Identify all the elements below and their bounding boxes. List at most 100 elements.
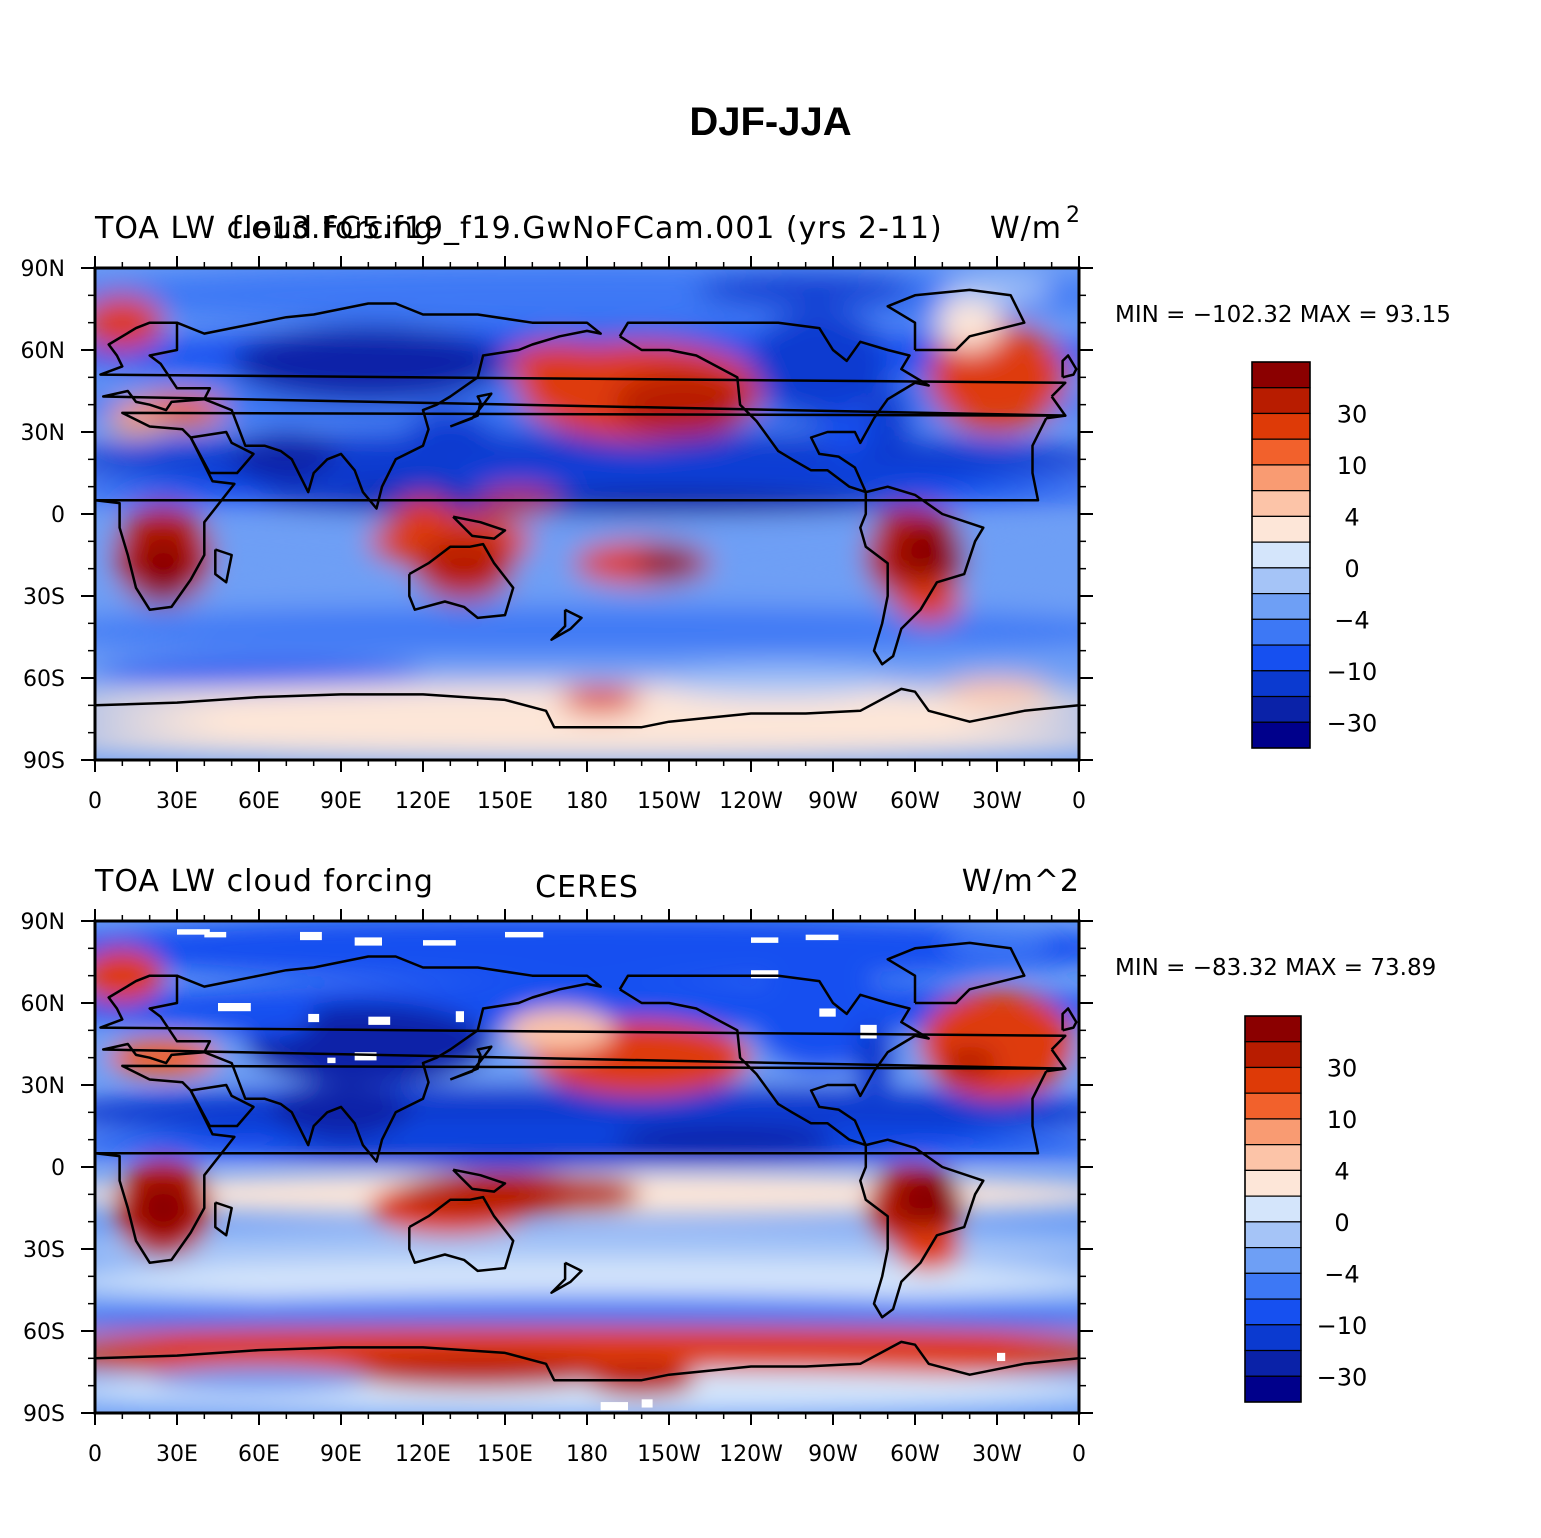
field-patch xyxy=(895,579,962,624)
y-tick-label: 30S xyxy=(23,1238,65,1263)
panel-model-colorbar: 30 10 4 0 −4 −10 −30 xyxy=(1251,361,1378,749)
x-tick-label: 0 xyxy=(88,1442,102,1467)
field-patch xyxy=(865,385,910,452)
colorbar-box xyxy=(1244,1015,1302,1043)
x-tick-label: 120W xyxy=(719,789,783,814)
y-tick-label: 60N xyxy=(21,339,65,364)
missing-data-cell xyxy=(327,1057,336,1064)
panel-model-field xyxy=(95,268,1079,760)
colorbar-box xyxy=(1251,644,1311,672)
y-tick-label: 30N xyxy=(21,421,65,446)
colorbar-box xyxy=(1244,1092,1302,1120)
panel-model-stats: MIN = −102.32 MAX = 93.15 xyxy=(1115,302,1451,328)
coastline xyxy=(95,687,1079,729)
panel-ceres-left-title: TOA LW cloud forcing xyxy=(94,864,434,899)
coastline xyxy=(95,1064,1067,1264)
field-patch xyxy=(95,574,1079,618)
field-patch xyxy=(95,620,1079,654)
coastline xyxy=(859,485,985,666)
colorbar-box xyxy=(1244,1221,1302,1249)
field-patch xyxy=(95,295,164,350)
field-patch xyxy=(505,341,615,386)
field-patch xyxy=(942,1046,998,1080)
field-patch xyxy=(409,410,492,454)
coastline xyxy=(452,515,507,540)
colorbar-label: 30 xyxy=(1337,400,1368,428)
field-patch xyxy=(751,309,888,419)
field-patch xyxy=(95,716,1079,760)
field-patch xyxy=(204,994,314,1039)
y-tick-label: 0 xyxy=(51,503,65,528)
y-tick-label: 30N xyxy=(21,1074,65,1099)
colorbar-label: −30 xyxy=(1327,709,1378,737)
colorbar-box xyxy=(1251,464,1311,492)
missing-data-cell xyxy=(860,1024,877,1039)
field-patch xyxy=(942,929,1052,957)
x-tick-label: 120E xyxy=(395,789,451,814)
x-tick-label: 150W xyxy=(637,1442,701,1467)
field-patch xyxy=(95,658,423,687)
x-tick-label: 60W xyxy=(890,1442,940,1467)
colorbar-box xyxy=(1244,1169,1302,1197)
y-tick-label: 90N xyxy=(21,910,65,935)
y-tick-label: 60S xyxy=(23,1320,65,1345)
field-patch xyxy=(669,669,888,698)
missing-data-cell xyxy=(997,1352,1006,1362)
field-patch xyxy=(327,451,464,495)
missing-data-cell xyxy=(368,1016,391,1025)
x-tick-label: 30E xyxy=(156,1442,198,1467)
field-patch xyxy=(936,295,1003,350)
missing-data-cell xyxy=(641,1399,653,1408)
coastline xyxy=(618,974,930,1147)
field-patch xyxy=(636,546,702,580)
field-patch xyxy=(341,1355,615,1389)
y-tick-label: 60S xyxy=(23,667,65,692)
missing-data-cell xyxy=(218,1003,251,1012)
coastline xyxy=(550,1261,583,1294)
y-tick-label: 60N xyxy=(21,992,65,1017)
x-tick-label: 60W xyxy=(890,789,940,814)
colorbar-box xyxy=(1251,490,1311,517)
coastline xyxy=(886,941,1026,1005)
colorbar-box xyxy=(1244,1144,1302,1171)
coastline xyxy=(95,1340,1079,1382)
x-tick-label: 90W xyxy=(808,789,858,814)
missing-data-cell xyxy=(819,1008,836,1017)
x-tick-label: 30E xyxy=(156,789,198,814)
colorbar-label: −4 xyxy=(1334,606,1369,634)
coastline xyxy=(449,392,493,428)
field-patch xyxy=(95,948,164,1003)
field-patch xyxy=(696,273,916,307)
missing-data-cell xyxy=(354,1052,377,1061)
missing-data-cell xyxy=(751,970,779,979)
coastline xyxy=(1061,1007,1078,1032)
x-tick-label: 150W xyxy=(637,789,701,814)
colorbar-label: 4 xyxy=(1334,1157,1349,1185)
field-patch xyxy=(136,535,191,602)
panel-model-right-title-sup: 2 xyxy=(1066,203,1080,228)
field-patch xyxy=(559,686,642,714)
colorbar-box xyxy=(1244,1041,1302,1069)
field-patch xyxy=(614,371,752,438)
panel-ceres-field xyxy=(95,921,1079,1413)
field-patch xyxy=(614,1126,834,1154)
x-tick-label: 30W xyxy=(972,1442,1022,1467)
field-patch xyxy=(895,522,962,588)
field-patch xyxy=(942,678,1052,706)
x-tick-label: 0 xyxy=(88,789,102,814)
colorbar-label: −10 xyxy=(1327,658,1378,686)
coastline xyxy=(95,411,1067,611)
y-tick-label: 90S xyxy=(23,1402,65,1427)
panel-model-right-title: W/m xyxy=(990,211,1062,246)
coastline xyxy=(408,542,515,620)
colorbar-label: 10 xyxy=(1337,452,1368,480)
x-tick-label: 60E xyxy=(238,1442,280,1467)
coastline xyxy=(1061,354,1078,379)
x-tick-label: 120E xyxy=(395,1442,451,1467)
coastline xyxy=(408,1195,515,1273)
coastline xyxy=(618,321,930,494)
y-tick-label: 0 xyxy=(51,1156,65,1181)
coastline xyxy=(859,1138,985,1319)
field-patch xyxy=(95,519,1079,564)
